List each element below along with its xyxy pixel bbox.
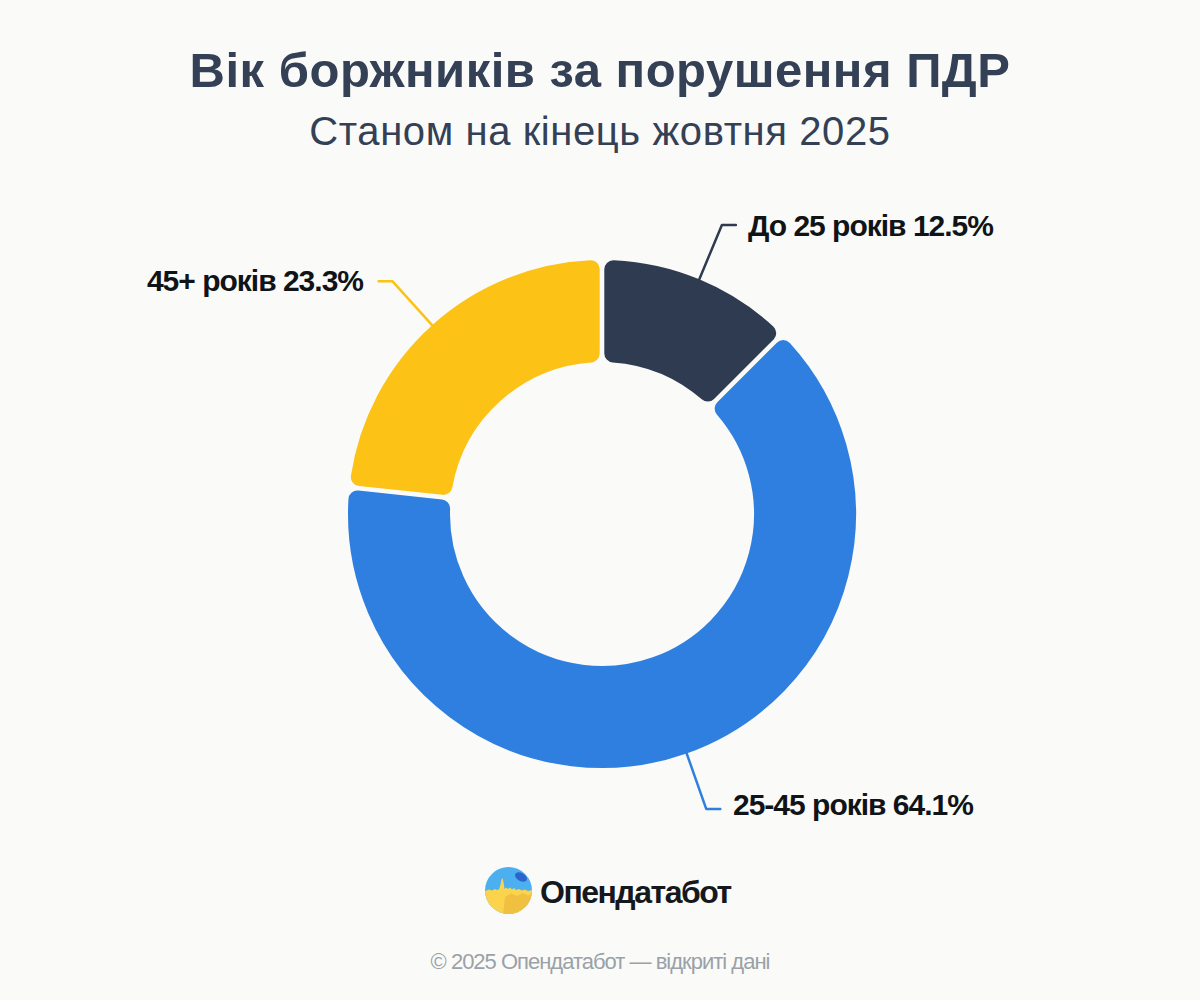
slice-label-25-45: 25-45 років 64.1% <box>733 789 973 821</box>
footer-credit: © 2025 Опендатабот — відкриті дані <box>0 951 1200 973</box>
brand-lockup: Опендатабот <box>485 867 731 914</box>
opendatabot-logo-icon <box>485 867 532 914</box>
slice-label-under-25: До 25 років 12.5% <box>748 210 993 242</box>
leader-line-25-45 <box>684 746 720 809</box>
leader-line-under-25 <box>696 225 736 287</box>
brand-name: Опендатабот <box>540 874 731 911</box>
donut-segment-45-plus <box>360 269 591 486</box>
leader-line-45-plus <box>379 281 438 331</box>
slice-label-45-plus: 45+ років 23.3% <box>147 265 363 297</box>
donut-chart <box>0 0 1200 1000</box>
donut-segment-under-25 <box>613 269 767 392</box>
